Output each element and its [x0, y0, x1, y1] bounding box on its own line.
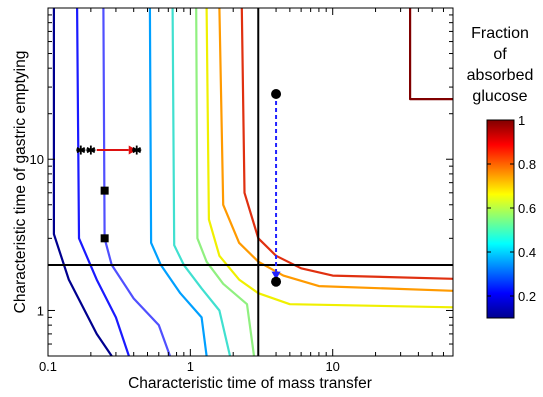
x-tick-label: 1 [187, 359, 194, 374]
plot-area: 0.1 1 10 1 10 [30, 8, 453, 374]
colorbar-title-line: glucose [472, 88, 527, 105]
colorbar-tick-label: 1 [518, 113, 525, 128]
x-axis-label: Characteristic time of mass transfer [128, 375, 372, 392]
colorbar-tick-label: 0.8 [518, 157, 536, 172]
colorbar-title: Fraction of absorbed glucose [467, 25, 534, 105]
colorbar: Fraction of absorbed glucose 0.2 0.4 0.6 0.8 1 [467, 25, 536, 318]
y-tick-label: 1 [37, 303, 44, 318]
circle-marker [271, 277, 281, 287]
x-tick-label: 10 [325, 359, 339, 374]
y-axis-label: Characteristic time of gastric emptying [12, 51, 29, 314]
colorbar-tick-label: 0.2 [518, 289, 536, 304]
colorbar-tick-label: 0.4 [518, 245, 536, 260]
colorbar-tick-label: 0.6 [518, 201, 536, 216]
circle-marker [271, 89, 281, 99]
colorbar-title-line: of [493, 46, 507, 63]
y-tick-label: 10 [30, 152, 44, 167]
square-marker [101, 234, 109, 242]
colorbar-title-line: absorbed [467, 67, 534, 84]
colorbar-title-line: Fraction [471, 25, 529, 42]
colorbar-gradient [487, 120, 514, 318]
x-tick-label: 0.1 [39, 359, 57, 374]
square-marker [101, 187, 109, 195]
